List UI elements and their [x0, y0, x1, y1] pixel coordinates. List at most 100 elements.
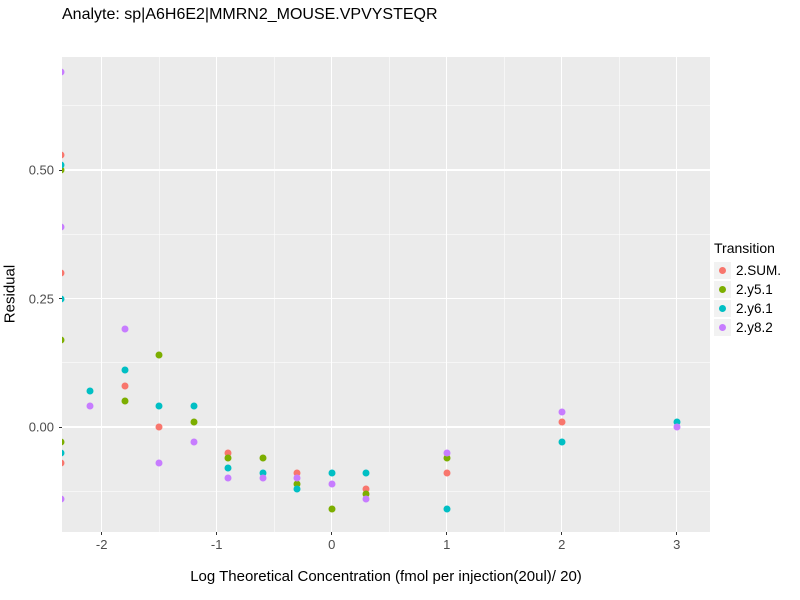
legend-key [714, 319, 731, 336]
data-point [259, 474, 267, 482]
x-tick-mark [446, 532, 448, 535]
legend-swatch [719, 267, 726, 274]
legend-swatch [719, 324, 726, 331]
gridline-y-major [62, 169, 710, 171]
data-point [121, 325, 129, 333]
data-point [190, 402, 198, 410]
y-tick-label: 0.25 [28, 291, 54, 306]
data-point [293, 474, 301, 482]
gridline-x-major [331, 57, 333, 532]
data-point [121, 366, 129, 374]
legend-items: 2.SUM. 2.y5.1 2.y6.1 2.y8.2 [714, 261, 800, 337]
legend-item-label: 2.y5.1 [736, 282, 773, 297]
x-tick-label: 3 [673, 537, 681, 552]
gridline-x-major [561, 57, 563, 532]
gridline-x-major [446, 57, 448, 532]
data-point [190, 418, 198, 426]
gridline-y-major [62, 426, 710, 428]
data-point [673, 418, 681, 426]
data-point [62, 161, 65, 169]
data-point [443, 454, 451, 462]
data-point [190, 438, 198, 446]
legend-item: 2.y5.1 [714, 280, 800, 299]
data-point [62, 223, 65, 231]
data-point [443, 449, 451, 457]
x-tick-mark [561, 532, 563, 535]
data-point [62, 151, 65, 159]
data-point [224, 449, 232, 457]
legend-title: Transition [714, 240, 775, 256]
legend-key [714, 281, 731, 298]
data-point [558, 438, 566, 446]
x-tick-label: 2 [558, 537, 566, 552]
gridline-x-minor [158, 57, 160, 532]
data-point [121, 382, 129, 390]
data-point [558, 408, 566, 416]
legend-item: 2.SUM. [714, 261, 800, 280]
plot-panel [62, 57, 710, 532]
legend: Transition 2.SUM. 2.y5.1 2.y6.1 2.y8.2 [714, 240, 800, 337]
gridline-y-minor [62, 233, 710, 235]
data-point [224, 464, 232, 472]
legend-item-label: 2.y6.1 [736, 301, 773, 316]
data-point [155, 423, 163, 431]
data-point [224, 474, 232, 482]
x-tick-mark [331, 532, 333, 535]
gridline-x-major [101, 57, 103, 532]
data-point [443, 505, 451, 513]
data-point [155, 351, 163, 359]
legend-swatch [719, 286, 726, 293]
data-point [362, 490, 370, 498]
data-point [155, 402, 163, 410]
x-tick-label: -1 [210, 537, 223, 552]
data-point [293, 469, 301, 477]
legend-item-label: 2.y8.2 [736, 320, 773, 335]
y-axis-label: Residual [1, 264, 19, 324]
data-point [259, 454, 267, 462]
data-point [328, 469, 336, 477]
data-point [362, 495, 370, 503]
data-point [62, 459, 65, 467]
data-point [362, 469, 370, 477]
data-point [62, 438, 65, 446]
y-tick-label: 0.50 [28, 162, 54, 178]
x-tick-label: 0 [328, 537, 336, 552]
gridline-x-minor [388, 57, 390, 532]
gridline-y-minor [62, 362, 710, 364]
data-point [328, 505, 336, 513]
x-axis-label: Log Theoretical Concentration (fmol per … [190, 568, 582, 585]
legend-item: 2.y8.2 [714, 318, 800, 337]
x-tick-mark [101, 532, 103, 535]
data-point [121, 397, 129, 405]
data-point [86, 387, 94, 395]
data-point [62, 269, 65, 277]
data-point [62, 166, 65, 174]
data-point [62, 336, 65, 344]
data-point [62, 449, 65, 457]
gridline-x-minor [618, 57, 620, 532]
y-tick-mark [59, 169, 62, 171]
gridline-y-minor [62, 105, 710, 107]
data-point [293, 480, 301, 488]
data-point [259, 469, 267, 477]
y-tick-mark [59, 298, 62, 299]
data-point [62, 495, 65, 503]
data-point [443, 469, 451, 477]
gridline-x-minor [503, 57, 505, 532]
gridline-x-minor [273, 57, 275, 532]
x-tick-mark [676, 532, 678, 535]
x-tick-label: -2 [95, 537, 108, 552]
y-tick-mark [59, 426, 62, 428]
data-point [62, 295, 65, 302]
data-point [362, 485, 370, 493]
gridline-y-major [62, 297, 710, 300]
data-point [293, 485, 301, 493]
gridline-x-major [216, 57, 218, 532]
x-tick-label: 1 [443, 537, 451, 552]
legend-key [714, 300, 731, 317]
legend-swatch [719, 305, 726, 312]
gridline-y-minor [62, 490, 710, 492]
data-point [62, 68, 65, 76]
legend-item-label: 2.SUM. [736, 263, 782, 278]
